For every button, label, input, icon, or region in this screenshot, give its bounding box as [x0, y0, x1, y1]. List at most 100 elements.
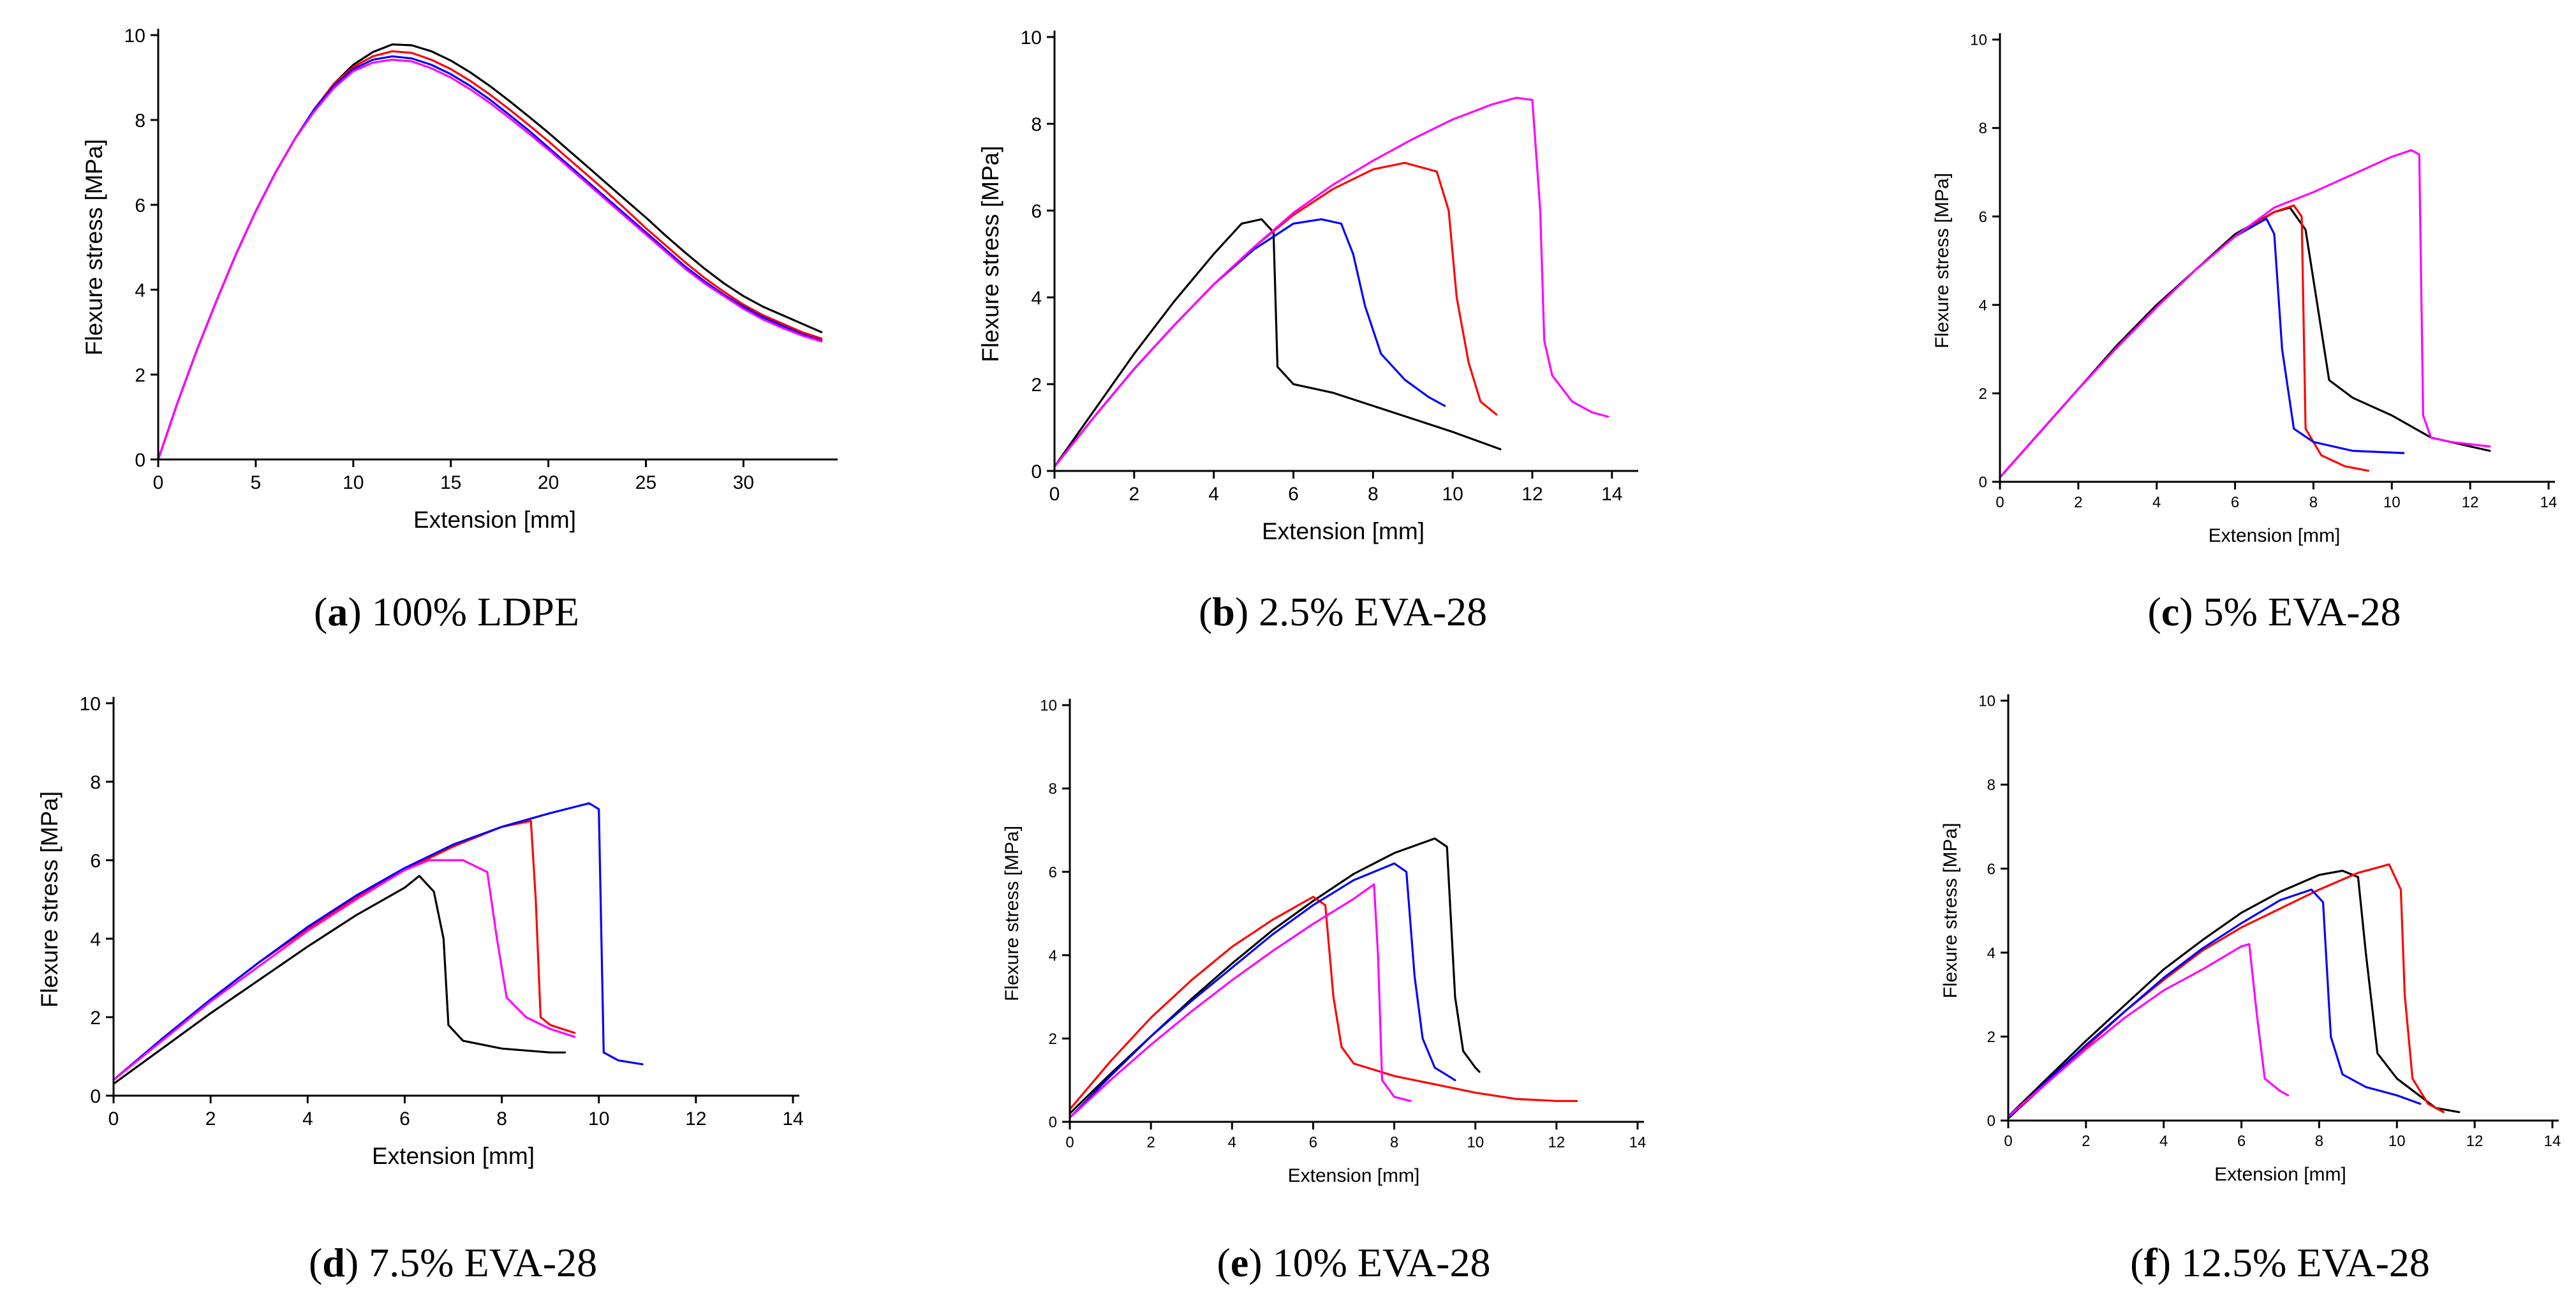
x-axis-label: Extension [mm] [2209, 525, 2341, 546]
x-tick-label: 2 [2082, 1133, 2090, 1150]
x-tick-label: 10 [2388, 1133, 2406, 1150]
x-tick-label: 0 [153, 472, 164, 493]
series-line-magenta [1053, 96, 1610, 468]
y-tick-label: 10 [1021, 27, 1042, 48]
y-axis-label: Flexure stress [MPa] [36, 791, 63, 1008]
y-tick-label: 10 [1040, 697, 1057, 715]
x-tick-label: 6 [1288, 484, 1299, 505]
x-axis-label: Extension [mm] [372, 1143, 535, 1169]
panel-caption: (e) 10% EVA-28 [1217, 1240, 1491, 1285]
series-line-black [1053, 218, 1502, 468]
chart-panel-c: 0 2 4 6 8 10 12 14 0 2 4 6 8 10 Extension [mm] Flexure … [1932, 32, 2557, 634]
chart-panel-d: 0 2 4 6 8 10 12 14 0 2 4 6 8 10 Extension [mm] Flexure … [36, 694, 804, 1285]
x-axis-label: Extension [mm] [413, 507, 576, 533]
caption-paren-open: ( [2148, 589, 2161, 634]
y-tick-label: 4 [1987, 944, 1995, 962]
series-line-red [1069, 895, 1578, 1111]
caption-paren-close: ) [1248, 1240, 1262, 1285]
y-tick-label: 6 [1031, 201, 1042, 222]
y-tick-label: 0 [1987, 1113, 1995, 1130]
caption-paren-close: ) [2179, 589, 2193, 634]
series-line-black [1069, 837, 1481, 1115]
caption-letter: c [2161, 589, 2179, 634]
series-line-magenta [1999, 149, 2491, 479]
series-line-magenta [2007, 943, 2290, 1118]
x-tick-label: 2 [205, 1108, 216, 1129]
series-line-red [1999, 204, 2369, 479]
caption-paren-open: ( [2130, 1240, 2143, 1285]
caption-text: 5% EVA-28 [2193, 589, 2401, 634]
x-tick-label: 0 [108, 1108, 119, 1129]
caption-text: 7.5% EVA-28 [359, 1240, 597, 1285]
panel-caption: (c) 5% EVA-28 [2148, 589, 2401, 634]
x-tick-label: 8 [2315, 1133, 2323, 1150]
series-line-blue [157, 55, 823, 461]
y-tick-label: 0 [135, 450, 145, 471]
x-tick-label: 8 [1368, 484, 1379, 505]
caption-text: 2.5% EVA-28 [1248, 589, 1487, 634]
x-tick-label: 12 [1548, 1134, 1566, 1151]
caption-paren-close: ) [345, 1240, 359, 1285]
series-line-black [112, 874, 566, 1085]
caption-letter: a [327, 589, 348, 634]
x-tick-label: 10 [1467, 1134, 1484, 1151]
panel-caption: (b) 2.5% EVA-28 [1199, 589, 1487, 634]
x-tick-label: 4 [1228, 1134, 1236, 1151]
x-tick-label: 6 [1309, 1134, 1317, 1151]
y-tick-label: 4 [1979, 297, 1987, 314]
x-tick-label: 0 [1065, 1134, 1074, 1151]
caption-letter: e [1231, 1240, 1248, 1285]
x-tick-label: 4 [2159, 1133, 2168, 1150]
x-tick-label: 4 [302, 1108, 313, 1129]
y-tick-label: 2 [135, 365, 145, 386]
y-tick-label: 8 [135, 110, 145, 131]
y-axis-label: Flexure stress [MPa] [81, 139, 107, 355]
y-tick-label: 2 [90, 1008, 101, 1029]
x-tick-label: 12 [685, 1108, 706, 1129]
series-line-magenta [157, 58, 823, 461]
x-tick-label: 25 [635, 472, 656, 493]
series-line-red [2007, 863, 2445, 1120]
x-tick-label: 8 [1390, 1134, 1398, 1151]
series-line-magenta [1069, 883, 1412, 1119]
y-tick-label: 6 [1049, 864, 1057, 881]
x-tick-label: 12 [1521, 484, 1543, 505]
y-tick-label: 2 [1031, 375, 1042, 396]
x-tick-label: 6 [2231, 494, 2239, 511]
x-axis-label: Extension [mm] [1262, 518, 1425, 544]
x-tick-label: 10 [588, 1108, 609, 1129]
y-tick-label: 8 [1979, 120, 1987, 137]
x-tick-label: 12 [2466, 1133, 2483, 1150]
y-tick-label: 0 [1031, 461, 1042, 482]
x-tick-label: 2 [2074, 494, 2082, 511]
series-line-blue [1053, 218, 1446, 468]
caption-letter: f [2143, 1240, 2158, 1285]
y-tick-label: 8 [1049, 780, 1057, 798]
y-tick-label: 10 [80, 694, 101, 715]
x-axis-label: Extension [mm] [2214, 1164, 2346, 1185]
caption-paren-open: ( [309, 1240, 322, 1285]
caption-paren-close: ) [348, 589, 361, 634]
x-tick-label: 2 [1129, 484, 1139, 505]
panel-caption: (a) 100% LDPE [314, 589, 579, 634]
x-tick-label: 14 [1629, 1134, 1647, 1151]
y-tick-label: 0 [1049, 1114, 1057, 1131]
y-tick-label: 10 [1978, 693, 1995, 710]
x-tick-label: 2 [1146, 1134, 1155, 1151]
x-tick-label: 4 [2152, 494, 2161, 511]
y-tick-label: 0 [1979, 474, 1987, 491]
x-tick-label: 0 [1995, 494, 2004, 511]
y-tick-label: 8 [90, 772, 101, 793]
x-tick-label: 10 [343, 472, 364, 493]
series-line-blue [1999, 218, 2405, 479]
caption-paren-open: ( [314, 589, 327, 634]
y-axis-label: Flexure stress [MPa] [1940, 823, 1961, 998]
series-line-magenta [112, 859, 576, 1082]
y-axis-label: Flexure stress [MPa] [1932, 173, 1953, 348]
caption-text: 100% LDPE [362, 589, 579, 634]
x-tick-label: 15 [440, 472, 461, 493]
series-line-black [1999, 206, 2491, 479]
x-tick-label: 6 [399, 1108, 410, 1129]
caption-text: 12.5% EVA-28 [2171, 1240, 2430, 1285]
